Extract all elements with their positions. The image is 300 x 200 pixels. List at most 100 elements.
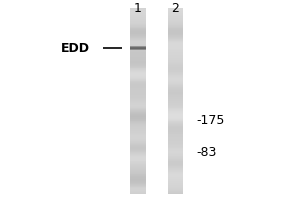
Bar bbox=[130, 120, 146, 121]
Bar bbox=[130, 59, 146, 60]
Bar bbox=[168, 77, 183, 78]
Bar bbox=[130, 172, 146, 173]
Bar bbox=[130, 151, 146, 152]
Bar bbox=[168, 101, 183, 102]
Bar bbox=[130, 17, 146, 18]
Bar bbox=[168, 91, 183, 92]
Bar bbox=[130, 67, 146, 68]
Bar bbox=[130, 183, 146, 184]
Bar bbox=[168, 54, 183, 56]
Bar bbox=[130, 140, 146, 141]
Bar bbox=[130, 131, 146, 132]
Bar bbox=[130, 89, 146, 90]
Bar bbox=[168, 102, 183, 103]
Bar bbox=[168, 108, 183, 110]
Bar bbox=[168, 71, 183, 72]
Bar bbox=[168, 34, 183, 35]
Bar bbox=[130, 16, 146, 18]
Bar bbox=[168, 41, 183, 43]
Bar bbox=[130, 96, 146, 97]
Bar bbox=[168, 64, 183, 65]
Bar bbox=[168, 65, 183, 66]
Bar bbox=[168, 94, 183, 95]
Bar bbox=[168, 16, 183, 18]
Bar bbox=[168, 18, 183, 19]
Bar bbox=[168, 177, 183, 178]
Bar bbox=[168, 87, 183, 88]
Bar bbox=[130, 182, 146, 183]
Bar bbox=[168, 70, 183, 71]
Bar bbox=[130, 90, 146, 91]
Bar bbox=[130, 185, 146, 186]
Bar bbox=[168, 148, 183, 149]
Bar bbox=[130, 55, 146, 57]
Bar bbox=[130, 136, 146, 137]
Bar bbox=[168, 110, 183, 111]
Bar bbox=[168, 131, 183, 132]
Bar bbox=[130, 111, 146, 112]
Bar bbox=[168, 51, 183, 52]
Bar bbox=[168, 147, 183, 148]
Bar bbox=[168, 148, 183, 150]
Bar bbox=[168, 124, 183, 125]
Bar bbox=[130, 51, 146, 52]
Bar bbox=[168, 76, 183, 77]
Bar bbox=[130, 54, 146, 55]
Bar bbox=[168, 21, 183, 22]
Bar bbox=[130, 45, 146, 46]
Bar bbox=[130, 65, 146, 66]
Bar bbox=[130, 105, 146, 106]
Bar bbox=[130, 30, 146, 31]
Bar bbox=[168, 121, 183, 122]
Bar bbox=[130, 75, 146, 76]
Bar bbox=[130, 73, 146, 74]
Bar bbox=[168, 54, 183, 55]
Bar bbox=[168, 12, 183, 13]
Bar bbox=[130, 39, 146, 40]
Bar bbox=[130, 27, 146, 28]
Bar bbox=[130, 70, 146, 71]
Bar bbox=[168, 121, 183, 123]
Bar bbox=[168, 187, 183, 189]
Bar bbox=[130, 166, 146, 167]
Bar bbox=[130, 44, 146, 45]
Bar bbox=[168, 113, 183, 114]
Bar bbox=[130, 192, 146, 193]
Bar bbox=[130, 21, 146, 22]
Bar bbox=[168, 174, 183, 176]
Bar bbox=[168, 81, 183, 83]
Bar bbox=[168, 100, 183, 101]
Bar bbox=[168, 149, 183, 150]
Bar bbox=[168, 60, 183, 61]
Bar bbox=[168, 161, 183, 162]
Bar bbox=[168, 43, 183, 44]
Bar bbox=[168, 58, 183, 59]
Bar bbox=[130, 142, 146, 143]
Bar bbox=[130, 87, 146, 88]
Bar bbox=[168, 99, 183, 100]
Bar bbox=[130, 112, 146, 113]
Bar bbox=[168, 123, 183, 124]
Bar bbox=[168, 154, 183, 155]
Bar bbox=[130, 106, 146, 107]
Bar bbox=[130, 184, 146, 185]
Bar bbox=[168, 165, 183, 166]
Bar bbox=[168, 82, 183, 84]
Bar bbox=[130, 92, 146, 93]
Bar bbox=[168, 86, 183, 87]
Bar bbox=[130, 34, 146, 35]
Bar bbox=[130, 10, 146, 11]
Bar bbox=[130, 181, 146, 182]
Bar bbox=[130, 83, 146, 84]
Bar bbox=[130, 152, 146, 153]
Bar bbox=[168, 17, 183, 18]
Bar bbox=[130, 38, 146, 39]
Bar bbox=[168, 75, 183, 76]
Bar bbox=[130, 86, 146, 87]
Bar bbox=[168, 139, 183, 140]
Bar bbox=[168, 109, 183, 110]
Bar bbox=[130, 61, 146, 62]
Bar bbox=[130, 19, 146, 20]
Bar bbox=[168, 41, 183, 42]
Bar bbox=[130, 99, 146, 100]
